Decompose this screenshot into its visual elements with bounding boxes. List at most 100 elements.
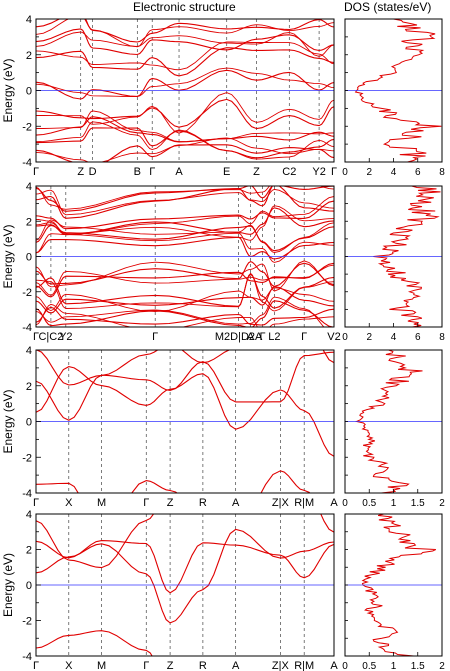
dos-x-tick-label: 0.5 [362,661,376,671]
kpoint-label: Γ [33,331,39,343]
kpoint-label: Γ [152,331,158,343]
y-tick-label: -4 [22,488,32,500]
kpoint-label: A [232,660,240,671]
kpoint-label: Γ [143,497,149,509]
band-line [36,514,334,569]
band-line [36,470,311,493]
band-line [36,127,334,159]
dos-panel-3: 0 0.5 1 1.5 2 [342,349,445,509]
dos-panel-4: 0 0.5 1 1.5 2 [342,513,445,671]
y-tick-label: -2 [22,287,32,299]
band-line [36,41,334,71]
band-line [36,287,334,312]
y-tick-label: 0 [26,252,32,264]
band-line [36,262,334,298]
dos-x-tick-label: 2 [366,332,372,343]
band-panel-4: -4 -2 0 2 4 Energy (eV) Γ X M Γ Z R A Z|X R|M A [1,509,338,671]
band-line [36,31,334,57]
dos-x-tick-label: 4 [391,167,397,178]
band-panel-3: -4 -2 0 2 4 Energy (eV) Γ X M Γ Z R A Z|X R|M A [1,345,338,509]
dos-x-tick-label: 0 [342,661,348,671]
y-tick-label: -4 [22,157,32,169]
kpoint-label: D [89,166,97,178]
dos-x-tick-label: 2 [439,498,445,509]
band-lines [36,350,334,493]
y-tick-label: 0 [26,86,32,98]
kpoint-label: X [65,497,73,509]
band-line [36,306,334,326]
kpoint-label: Z [77,166,84,178]
band-line [36,236,334,260]
band-structure-title: Electronic structure [133,0,236,14]
kpoint-label: Z [167,497,174,509]
band-lines [36,514,334,656]
band-line [36,296,325,327]
kpoint-label: A [175,166,183,178]
kpoint-label: Γ [33,660,39,671]
y-tick-label: -2 [22,616,32,628]
dos-x-tick-label: 2 [439,661,445,671]
y-axis-label: Energy (eV) [1,553,15,617]
y-tick-label: 0 [26,417,32,429]
band-line [36,196,334,236]
band-line [36,260,334,287]
band-line [36,303,334,327]
band-line [36,186,334,212]
dos-x-tick-label: 8 [439,332,445,343]
dos-x-tick-label: 0 [342,498,348,509]
band-line [36,630,153,656]
band-line [36,350,334,386]
band-line [36,366,334,457]
band-line [36,110,334,143]
kpoint-label: Y2 [312,166,325,178]
band-line [36,186,334,210]
kpoint-label: X [65,660,73,671]
kpoint-label: A [330,497,338,509]
kpoint-label: A [247,331,255,343]
kpoint-label: Γ [331,166,337,178]
kpoint-label: A [232,497,240,509]
y-tick-label: 2 [26,545,32,557]
dos-x-tick-label: 0 [342,332,348,343]
band-line [36,144,334,162]
band-line [36,207,334,236]
kpoint-label: Z|X [272,660,290,671]
dos-panel-1: 0 2 4 6 8 [342,18,445,178]
kpoint-label: Γ [33,497,39,509]
dos-x-tick-label: 1 [391,661,397,671]
band-line [36,232,334,263]
kpoint-label: B [134,166,141,178]
y-tick-label: 2 [26,50,32,62]
y-tick-label: -4 [22,651,32,663]
kpoint-label: R|M [294,497,314,509]
kpoint-label: Γ [149,166,155,178]
dos-x-tick-label: 6 [415,167,421,178]
dos-x-tick-label: 0 [342,167,348,178]
band-lines [36,19,334,162]
y-tick-label: -2 [22,121,32,133]
kpoint-label: R [199,497,207,509]
y-tick-label: 2 [26,216,32,228]
band-line [36,121,334,160]
band-line [36,98,334,130]
y-tick-label: 4 [26,14,32,26]
kpoint-label: Z|X [272,497,290,509]
y-tick-label: -4 [22,322,32,334]
dos-panel-2: 0 2 4 6 8 [342,185,445,343]
band-line [36,92,334,134]
dos-x-tick-label: 4 [391,332,397,343]
y-tick-label: 4 [26,345,32,357]
y-tick-label: 4 [26,509,32,521]
kpoint-label: Γ [259,331,265,343]
band-line [36,188,334,216]
dos-title: DOS (states/eV) [344,0,432,14]
kpoint-label: Y2 [59,331,72,343]
kpoint-label: L2 [268,331,280,343]
band-line [36,19,334,48]
y-axis-label: Energy (eV) [1,389,15,453]
dos-x-tick-label: 8 [439,167,445,178]
kpoint-label: C|C2 [38,331,63,343]
y-tick-label: 0 [26,580,32,592]
